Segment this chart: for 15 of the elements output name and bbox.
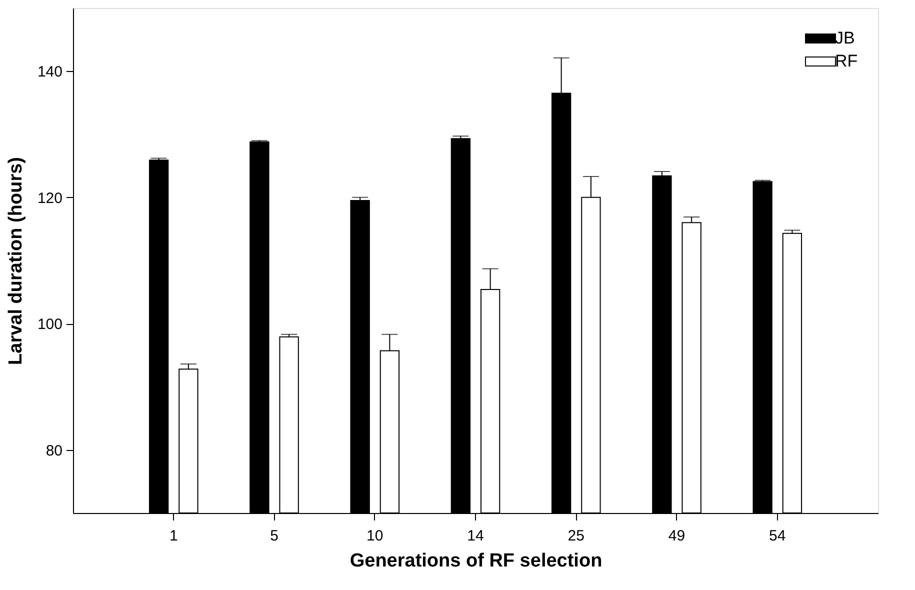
x-tick-label: 5 xyxy=(270,528,278,544)
y-tick-label: 120 xyxy=(37,190,62,207)
x-tick-label: 10 xyxy=(366,528,384,544)
y-tick-label: 140 xyxy=(37,64,62,81)
y-tick-label: 80 xyxy=(46,442,62,460)
legend-label: JB xyxy=(835,28,855,48)
x-axis-title: Generations of RF selection xyxy=(350,550,602,572)
y-axis-title: Larval duration (hours) xyxy=(5,157,26,365)
x-tick-label: 25 xyxy=(568,528,584,544)
x-tick-label: 54 xyxy=(769,528,786,544)
legend-label: RF xyxy=(835,52,858,70)
x-tick-label: 1 xyxy=(169,528,178,544)
x-tick-label: 14 xyxy=(467,528,484,544)
x-tick-label: 49 xyxy=(668,528,686,544)
y-tick-label: 100 xyxy=(37,316,62,334)
